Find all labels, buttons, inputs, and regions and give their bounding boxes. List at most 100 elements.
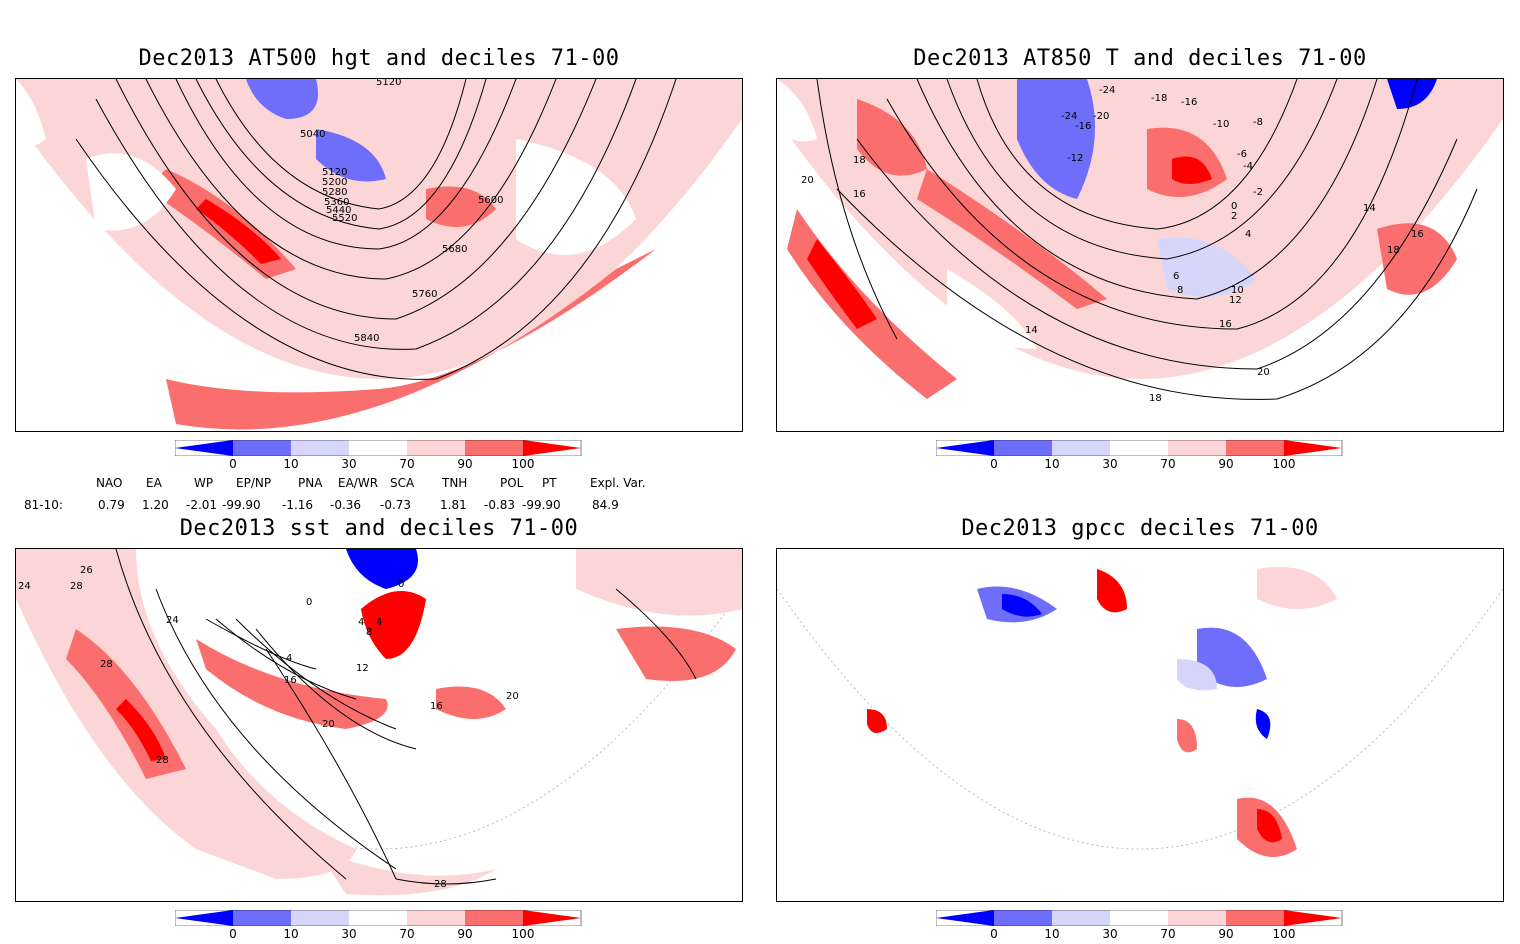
map-panel-gpcc (776, 548, 1504, 902)
colorbar-swatch-low (175, 910, 233, 926)
contour-label: 5760 (412, 289, 437, 300)
contour-label: 5280 (322, 187, 347, 198)
contour-labels: 24 26 28 24 0 0 4 4 8 4 12 16 20 16 20 2… (18, 565, 519, 890)
colorbar-swatch (349, 440, 407, 456)
colorbar-top-left: 0 10 30 70 90 100 (174, 439, 595, 474)
panel-1-title: Dec2013 AT500 hgt and deciles 71-00 (138, 46, 620, 71)
colorbar-swatch (465, 440, 523, 456)
colorbar-swatch-high (1284, 440, 1342, 456)
sst-hot-core (116, 699, 166, 761)
contour-label: 8 (1177, 285, 1183, 296)
contour-label: 5440 (326, 205, 351, 216)
contour-label: 18 (1387, 245, 1400, 256)
colorbar-label: 30 (1102, 457, 1118, 471)
colorbar-swatch (1226, 910, 1284, 926)
hemisphere-outline (777, 588, 1503, 850)
colorbar-label: 100 (511, 927, 535, 941)
colorbar-swatch (994, 910, 1052, 926)
precip-light-red (1257, 567, 1337, 609)
contour-label: 12 (1229, 295, 1242, 306)
contour-label: -6 (1237, 149, 1247, 160)
contour-label: 2 (1231, 211, 1237, 222)
sst-hot-north (361, 591, 426, 659)
colorbar-label: 0 (990, 927, 998, 941)
anomaly-hot-core (196, 199, 281, 264)
map-panel-at850: -24 -18 -16 -24 -20 -16 -12 -10 -8 -6 -4… (776, 78, 1504, 432)
contour-label: -4 (1243, 161, 1253, 172)
colorbar-label: 30 (341, 927, 357, 941)
anomaly-hot-east (1377, 223, 1457, 295)
contour-label: 14 (1025, 325, 1038, 336)
colorbar-bottom-right: 0 10 30 70 90 100 (935, 909, 1356, 944)
precip-blue-core (1002, 594, 1042, 617)
contour-label: 5680 (442, 244, 467, 255)
precip-red-west (1177, 719, 1197, 753)
contour-label: 5840 (354, 333, 379, 344)
white-region-2 (516, 139, 636, 255)
contour-label: 5120 (376, 79, 401, 88)
sst-hot-med (436, 686, 506, 719)
contour-label: -12 (1067, 153, 1083, 164)
anomaly-cold-greenland (246, 79, 318, 119)
anomaly-cold-east (1387, 79, 1437, 109)
contour-label: 20 (801, 175, 814, 186)
colorbar-swatch-low (936, 440, 994, 456)
contour-label: 4 (1245, 229, 1251, 240)
index-value: -0.73 (380, 498, 412, 512)
contour-label: 20 (1257, 367, 1270, 378)
anomaly-cold-canada (316, 129, 386, 182)
contour-label: 5600 (478, 195, 503, 206)
contour-label: 28 (70, 581, 83, 592)
colorbar-label: 70 (1160, 457, 1176, 471)
index-value: -99.90 (522, 498, 561, 512)
colorbar-label: 90 (1218, 927, 1234, 941)
panel-2-title: Dec2013 AT850 T and deciles 71-00 (913, 46, 1367, 71)
colorbar-swatch (465, 910, 523, 926)
contour-label: 4 (286, 653, 292, 664)
sst-cold-north (346, 549, 418, 589)
colorbar-swatch (1110, 910, 1168, 926)
contour-label: 5120 (322, 167, 347, 178)
index-header: NAO (96, 476, 123, 490)
map-sst-svg: 24 26 28 24 0 0 4 4 8 4 12 16 20 16 20 2… (16, 549, 742, 896)
contour-label: 8 (366, 627, 372, 638)
index-value: 84.9 (592, 498, 619, 512)
contour-label: -24 (1099, 85, 1115, 96)
contour-label: 24 (18, 581, 31, 592)
index-header: SCA (390, 476, 415, 490)
colorbar-swatch (407, 910, 465, 926)
colorbar-label: 70 (399, 927, 415, 941)
index-value: -0.36 (330, 498, 362, 512)
contour-label: 0 (398, 579, 404, 590)
map-panel-at500: 5120 5040 5120 5200 5280 5360 5440 5520 … (15, 78, 743, 432)
colorbar-swatch (349, 910, 407, 926)
index-header: TNH (442, 476, 468, 490)
map-at500-svg: 5120 5040 5120 5200 5280 5360 5440 5520 … (16, 79, 742, 430)
sst-warm-east (576, 549, 742, 616)
colorbar-swatch-high (523, 910, 581, 926)
contour-label: -24 (1061, 111, 1077, 122)
colorbar-swatch (1168, 440, 1226, 456)
contour-label: 28 (100, 659, 113, 670)
anomaly-hot-europe (426, 186, 496, 227)
anomaly-cold-light (1157, 237, 1257, 297)
colorbar-swatches (174, 439, 582, 457)
anomaly-hot-belt (917, 169, 1107, 309)
index-row-label: 81-10: (24, 498, 63, 512)
colorbar-swatch (1110, 440, 1168, 456)
colorbar-label: 10 (283, 927, 299, 941)
contour-label: 14 (1363, 203, 1376, 214)
anomaly-strong-warm (166, 249, 656, 430)
precip-blue-spot (1255, 709, 1271, 739)
colorbar-label: 90 (457, 927, 473, 941)
contour-label: 26 (80, 565, 93, 576)
white-region-3 (16, 79, 46, 146)
contour-label: 18 (1149, 393, 1162, 404)
white-region-2 (777, 79, 817, 142)
contour-label: -18 (1151, 93, 1167, 104)
map-gpcc-svg (777, 567, 1503, 857)
colorbar-label: 0 (229, 457, 237, 471)
precip-blue-europe (1197, 627, 1267, 687)
contour-label: -2 (1253, 187, 1263, 198)
panel-4-title: Dec2013 gpcc deciles 71-00 (961, 516, 1319, 541)
